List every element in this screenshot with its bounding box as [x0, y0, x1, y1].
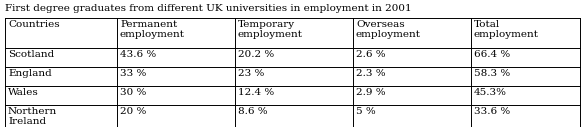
Text: 2.3 %: 2.3 % — [356, 69, 386, 78]
Text: Northern
Ireland: Northern Ireland — [8, 107, 57, 126]
Text: 12.4 %: 12.4 % — [238, 88, 274, 97]
Text: 33 %: 33 % — [120, 69, 146, 78]
Text: 58.3 %: 58.3 % — [474, 69, 510, 78]
Text: 66.4 %: 66.4 % — [474, 50, 510, 59]
Text: 2.9 %: 2.9 % — [356, 88, 386, 97]
Text: 8.6 %: 8.6 % — [238, 107, 267, 116]
Text: 2.6 %: 2.6 % — [356, 50, 386, 59]
Text: 20.2 %: 20.2 % — [238, 50, 274, 59]
Text: Overseas
employment: Overseas employment — [356, 20, 421, 39]
Text: 23 %: 23 % — [238, 69, 264, 78]
Text: Permanent
employment: Permanent employment — [120, 20, 185, 39]
Text: England: England — [8, 69, 51, 78]
Text: 20 %: 20 % — [120, 107, 146, 116]
Text: Countries: Countries — [8, 20, 60, 29]
Text: Total
employment: Total employment — [474, 20, 539, 39]
Text: Temporary
employment: Temporary employment — [238, 20, 303, 39]
Text: First degree graduates from different UK universities in employment in 2001: First degree graduates from different UK… — [5, 4, 412, 13]
Text: Wales: Wales — [8, 88, 39, 97]
Text: 45.3%: 45.3% — [474, 88, 507, 97]
Text: 5 %: 5 % — [356, 107, 376, 116]
Text: 33.6 %: 33.6 % — [474, 107, 510, 116]
Text: 43.6 %: 43.6 % — [120, 50, 156, 59]
Text: 30 %: 30 % — [120, 88, 146, 97]
Text: Scotland: Scotland — [8, 50, 54, 59]
